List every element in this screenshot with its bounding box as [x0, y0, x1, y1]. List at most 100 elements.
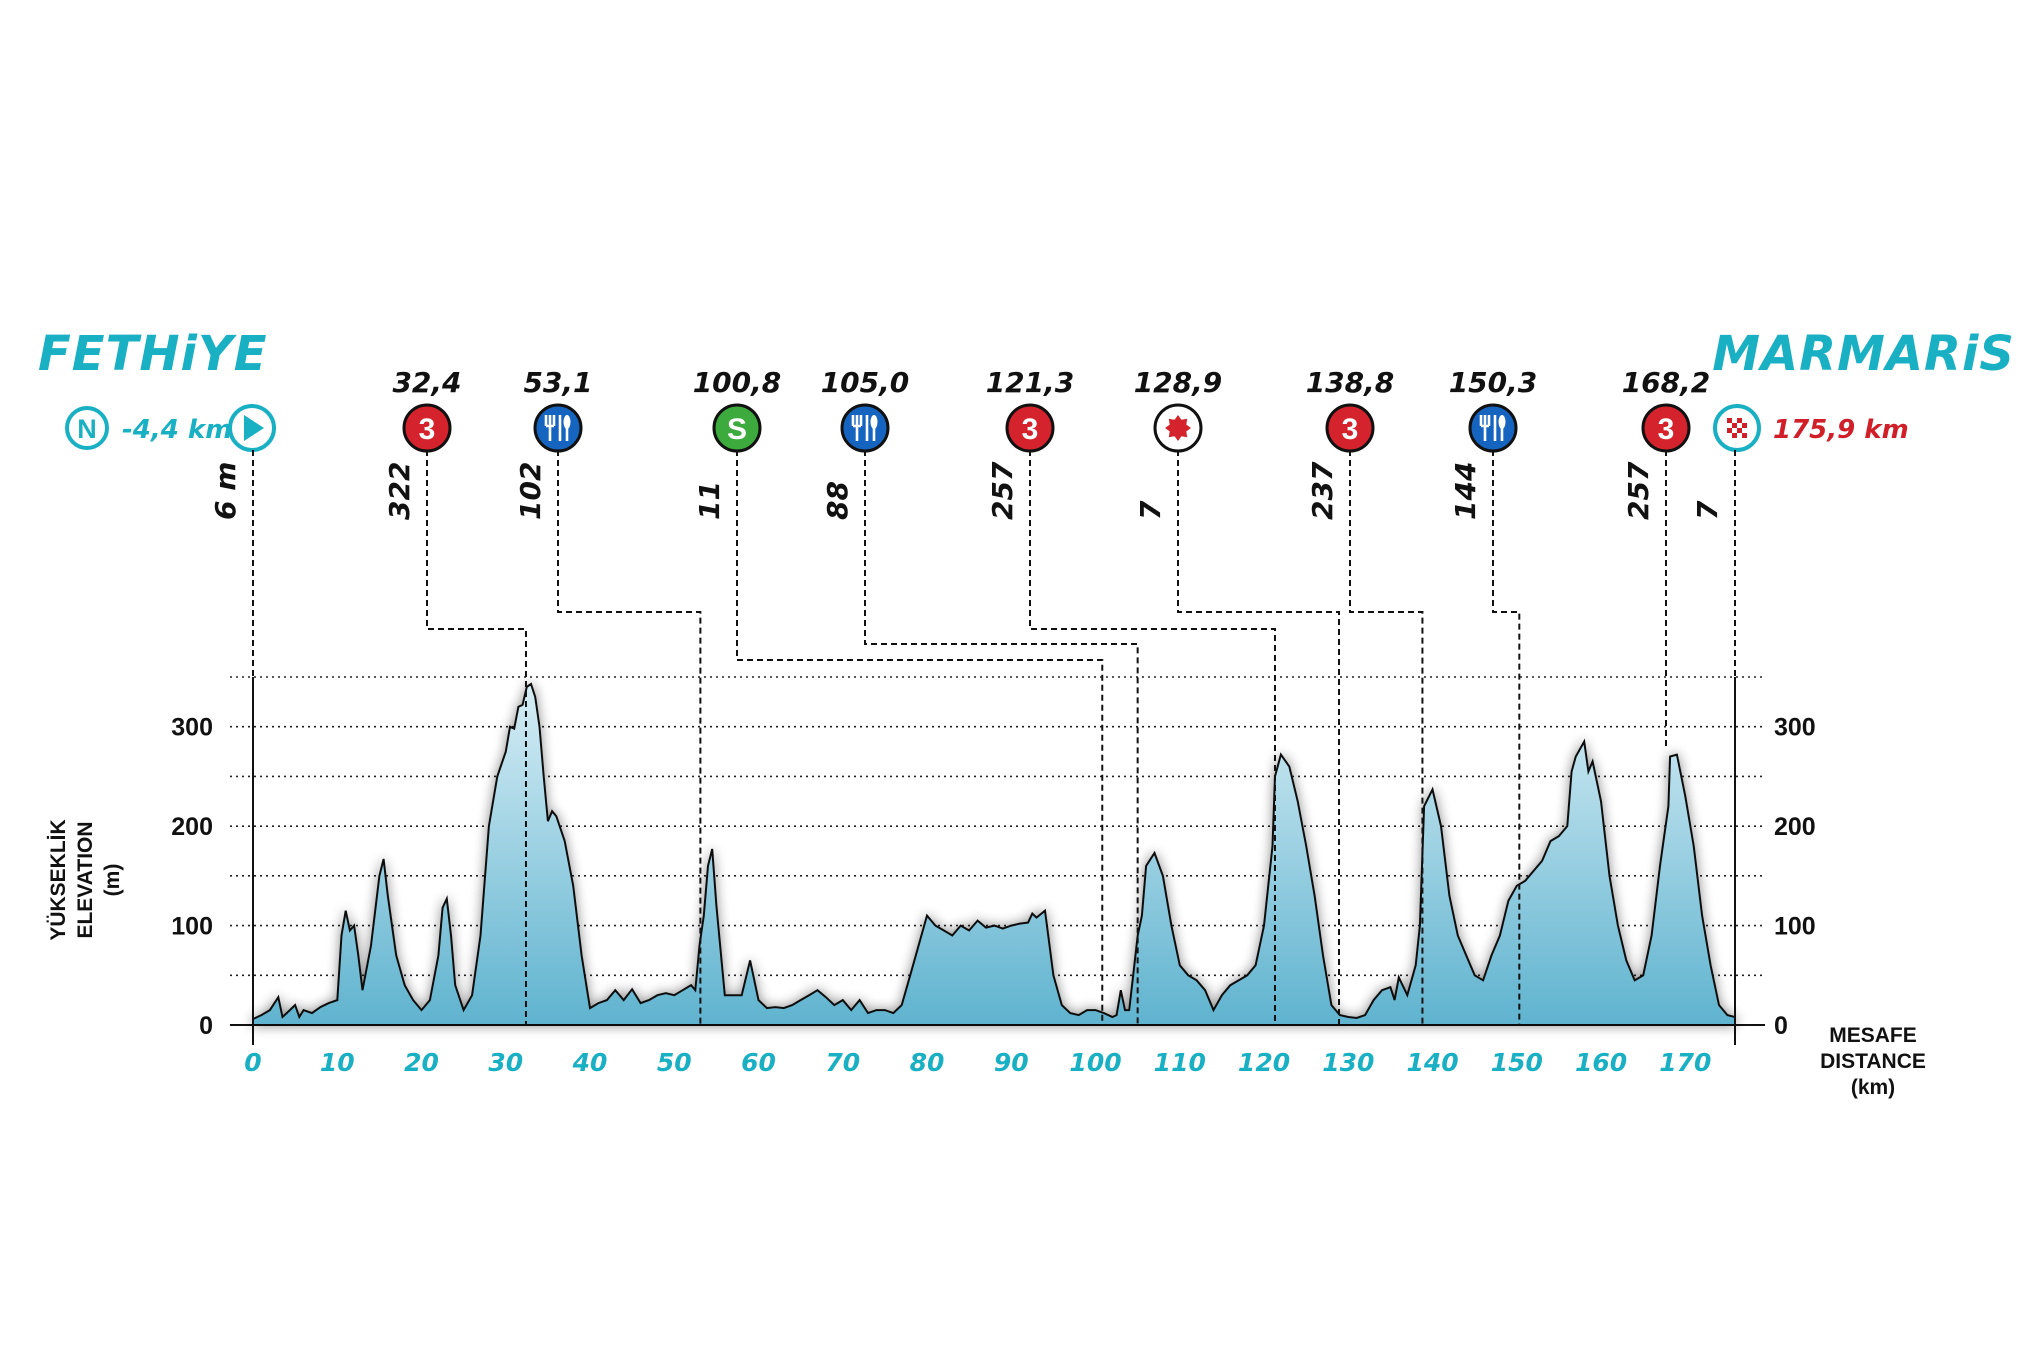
marker-km-label: 121,3 — [986, 366, 1075, 399]
marker-altitude-label: 88 — [821, 481, 854, 520]
x-tick-label: 0 — [244, 1048, 261, 1077]
y-tick-label-right: 200 — [1774, 813, 1816, 841]
start-city: FETHiYE — [38, 326, 268, 382]
x-tick-label: 100 — [1069, 1048, 1121, 1077]
x-axis-label-2: DISTANCE — [1820, 1050, 1926, 1073]
x-tick-label: 120 — [1238, 1048, 1290, 1077]
x-tick-label: 110 — [1154, 1048, 1206, 1077]
marker-sprint: 100,8 S 11 — [693, 366, 1104, 1025]
climb-cat3-icon — [1325, 403, 1375, 453]
y-axis-right: 0 100 200 300 — [1774, 714, 1816, 1040]
x-tick-label: 10 — [320, 1048, 355, 1077]
marker-km-label: 138,8 — [1306, 366, 1395, 399]
neutral-distance: -4,4 km — [122, 415, 232, 445]
y-tick-label-left: 200 — [171, 813, 213, 841]
start-altitude-label: 6 m — [209, 462, 242, 520]
checker-square — [1732, 433, 1737, 438]
climb-cat3-icon — [1641, 403, 1691, 453]
x-tick-label: 30 — [488, 1048, 523, 1077]
marker-altitude-label: 257 — [986, 461, 1019, 520]
x-tick-label: 70 — [825, 1048, 860, 1077]
marker-km-label: 168,2 — [1622, 366, 1711, 399]
marker-km-label: 150,3 — [1449, 366, 1538, 399]
x-tick-label: 50 — [657, 1048, 692, 1077]
x-tick-label: 20 — [404, 1048, 439, 1077]
marker-altitude-label: 144 — [1449, 462, 1482, 520]
marker-badge-label: 3 — [1658, 413, 1675, 446]
finish-city: MARMARiS — [1712, 326, 2015, 382]
y-axis-left: 0 100 200 300 — [171, 714, 213, 1040]
connector-line — [1492, 450, 1521, 1025]
fork-knife-icon — [1468, 403, 1518, 453]
marker-bonus: 128,97 — [1134, 366, 1341, 1025]
marker-badge-label: 3 — [419, 413, 436, 446]
marker-km-label: 100,8 — [693, 366, 782, 399]
connector-line — [736, 450, 1104, 1025]
connector-line — [1349, 450, 1424, 1025]
y-axis-label-1: YÜKSEKLİK — [47, 819, 70, 940]
spoon-glyph — [1498, 415, 1506, 429]
x-tick-label: 170 — [1659, 1048, 1711, 1077]
fork-knife-icon — [840, 403, 890, 453]
marker-km-label: 53,1 — [523, 366, 592, 399]
y-tick-label-left: 100 — [171, 913, 213, 941]
fork-glyph — [851, 415, 869, 441]
marker-altitude-label: 237 — [1306, 461, 1339, 520]
marker-food: 53,1 102 — [514, 366, 702, 1025]
checker-square — [1727, 428, 1732, 433]
neutral-badge-label: N — [77, 414, 97, 444]
sprint-icon — [712, 403, 762, 453]
marker-badge-label: S — [727, 413, 747, 446]
finish-group: 175,9 km — [1713, 404, 1909, 452]
checker-square — [1737, 428, 1742, 433]
y-tick-label-left: 0 — [199, 1012, 213, 1040]
marker-badge-label: 3 — [1342, 413, 1359, 446]
fork-glyph — [544, 415, 562, 441]
marker-food: 105,0 88 — [821, 366, 1139, 1025]
connector-line — [557, 450, 702, 1025]
marker-food: 150,3 144 — [1449, 366, 1538, 1025]
marker-altitude-label: 7 — [1691, 500, 1724, 520]
elevation-area — [252, 682, 1736, 1026]
climb-cat3-icon — [402, 403, 452, 453]
x-axis: 0 10 20 30 40 50 60 70 80 90 100 110 120 130 140 150 160… — [244, 1048, 1711, 1077]
x-tick-label: 40 — [572, 1048, 608, 1077]
marker-start: 6 m — [209, 450, 254, 1025]
connector-line — [864, 450, 1139, 1025]
checker-square — [1732, 423, 1737, 428]
checkered-pattern — [1727, 418, 1747, 438]
marker-km-label: 128,9 — [1134, 366, 1223, 399]
connector-line — [426, 450, 527, 1025]
bonus-star-shape — [1165, 415, 1191, 441]
y-tick-label-right: 100 — [1774, 913, 1816, 941]
finish-distance: 175,9 km — [1773, 415, 1909, 445]
marker-altitude-label: 102 — [514, 462, 547, 520]
marker-km-label: 105,0 — [821, 366, 910, 399]
x-axis-label-1: MESAFE — [1829, 1024, 1917, 1047]
x-tick-label: 90 — [994, 1048, 1029, 1077]
marker-altitude-label: 322 — [383, 462, 416, 520]
y-tick-label-right: 0 — [1774, 1012, 1788, 1040]
marker-km-label: 32,4 — [392, 366, 461, 399]
spoon-glyph — [870, 415, 878, 429]
checker-square — [1742, 433, 1747, 438]
x-tick-label: 60 — [741, 1048, 776, 1077]
checker-square — [1727, 418, 1732, 423]
marker-altitude-label: 11 — [693, 481, 726, 520]
play-icon-triangle — [244, 415, 264, 441]
connector-line — [1029, 450, 1276, 1025]
x-tick-label: 150 — [1491, 1048, 1543, 1077]
y-tick-label-left: 300 — [171, 714, 213, 742]
marker-finish: 7 — [1691, 450, 1736, 1025]
x-tick-label: 140 — [1406, 1048, 1458, 1077]
connector-line — [1177, 450, 1341, 1025]
marker-altitude-label: 257 — [1622, 461, 1655, 520]
checker-square — [1742, 423, 1747, 428]
y-tick-label-right: 300 — [1774, 714, 1816, 742]
profile-shadow — [252, 682, 1736, 1026]
climb-cat3-icon — [1005, 403, 1055, 453]
x-tick-label: 130 — [1322, 1048, 1374, 1077]
